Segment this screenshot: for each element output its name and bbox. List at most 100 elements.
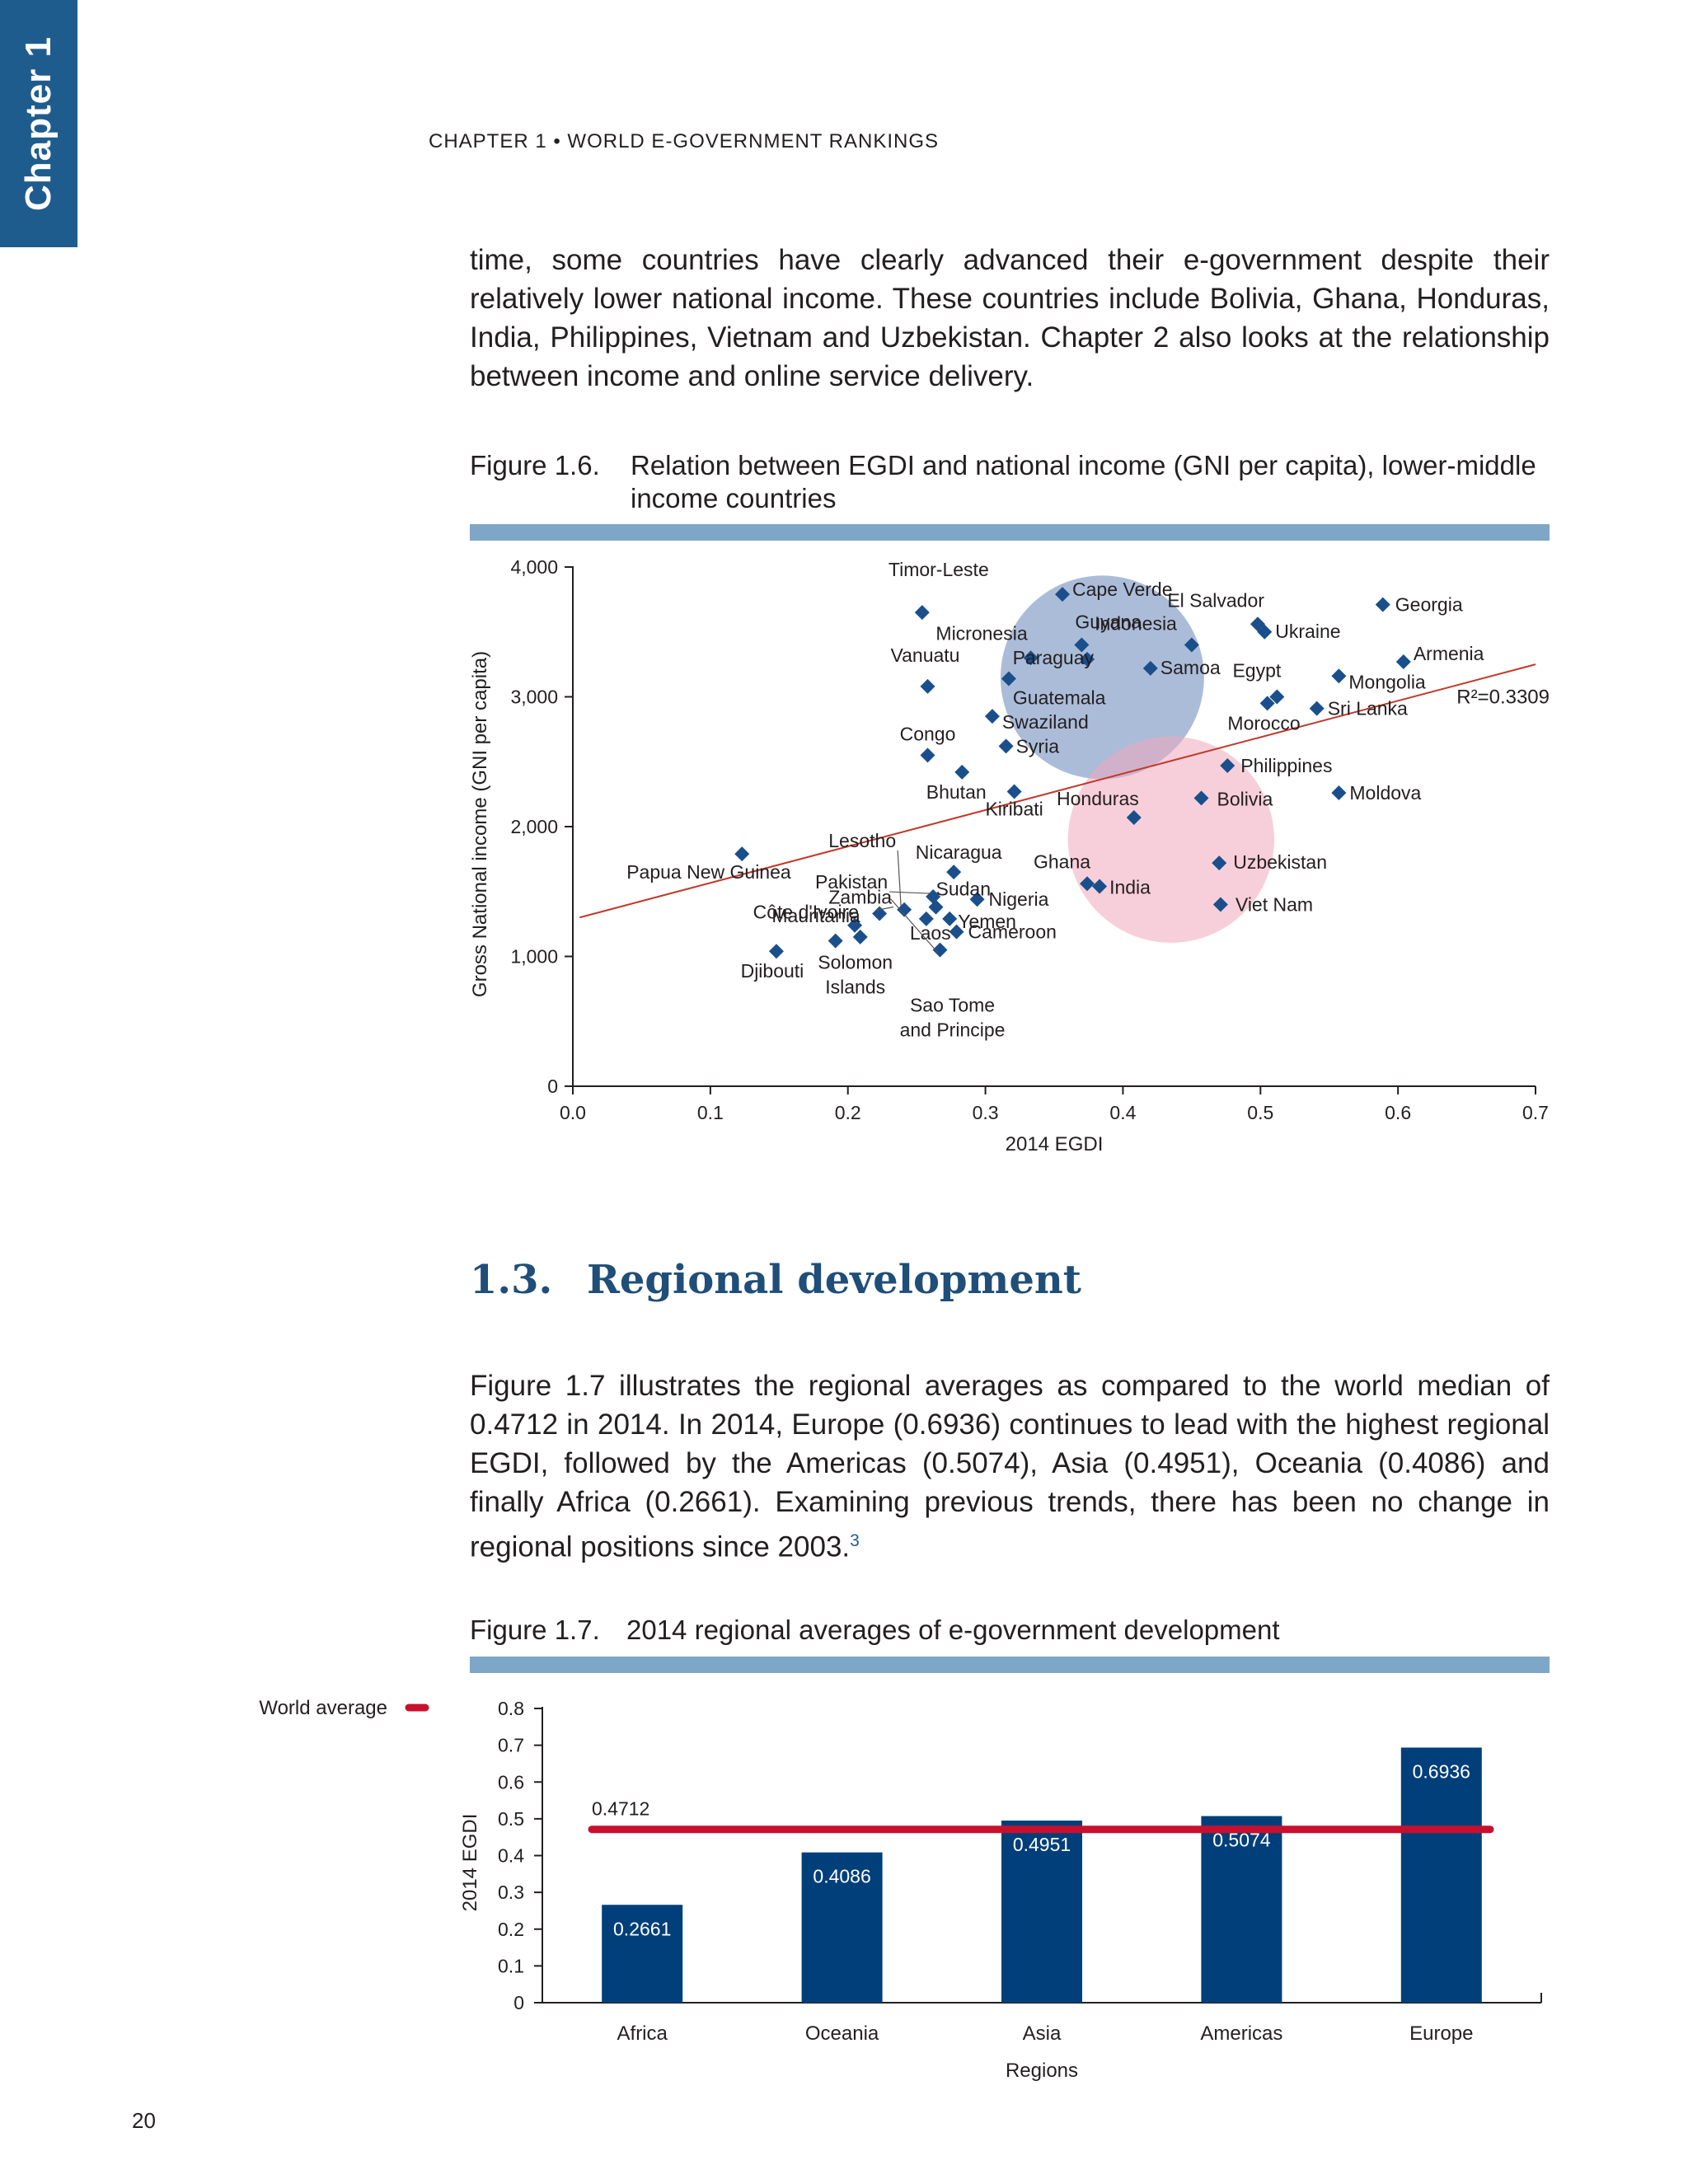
y-tick-label: 4,000 — [510, 556, 558, 578]
scatter-point — [1257, 624, 1273, 640]
point-label: El Salvador — [1167, 589, 1264, 611]
point-label: Bolivia — [1217, 788, 1273, 809]
point-label: Bhutan — [926, 781, 987, 803]
point-label: Congo — [900, 723, 956, 744]
point-label: Ghana — [1034, 851, 1090, 872]
point-label: Philippines — [1240, 755, 1332, 776]
point-label: Vanuatu — [890, 644, 959, 666]
bar-y-axis-title: 2014 EGDI — [459, 1814, 481, 1912]
scatter-point — [942, 911, 958, 926]
point-label: Zambia — [828, 887, 892, 908]
x-tick-label: 0.0 — [560, 1102, 586, 1123]
bar-category-label: Africa — [617, 2022, 668, 2045]
bar-y-tick-label: 0.5 — [498, 1808, 524, 1830]
scatter-point — [1080, 651, 1095, 667]
bar-category-label: Europe — [1409, 2022, 1473, 2045]
point-label: Djibouti — [741, 960, 804, 982]
scatter-point — [920, 678, 935, 694]
bar-europe — [1400, 1747, 1482, 2003]
point-label: Morocco — [1227, 712, 1300, 733]
y-tick-label: 1,000 — [510, 946, 558, 968]
scatter-point — [1331, 668, 1347, 684]
scatter-point — [920, 748, 935, 763]
scatter-point — [1006, 784, 1022, 799]
figure-1-6-caption: Figure 1.6. Relation between EGDI and nat… — [470, 449, 1537, 515]
world-average-value-label: 0.4712 — [592, 1798, 649, 1820]
scatter-point — [1142, 660, 1158, 676]
bar-category-label: Asia — [1023, 2022, 1062, 2045]
scatter-point — [1055, 587, 1071, 602]
scatter-point — [954, 764, 970, 780]
running-head: CHAPTER 1 • WORLD E-GOVERNMENT RANKINGS — [429, 130, 940, 152]
scatter-point — [872, 906, 888, 921]
x-tick-label: 0.1 — [697, 1102, 724, 1123]
x-tick-label: 0.4 — [1109, 1102, 1136, 1123]
point-label: Lesotho — [828, 830, 896, 851]
bar-y-tick-label: 0.8 — [498, 1698, 524, 1719]
point-label: Sao Tome and Principe — [900, 995, 1006, 1041]
bar-value-label: 0.5074 — [1212, 1830, 1271, 1851]
y-tick-label: 2,000 — [510, 816, 558, 837]
trendline — [579, 663, 1536, 919]
scatter-point — [932, 942, 948, 958]
point-label: Uzbekistan — [1233, 851, 1327, 873]
point-label: Sudan — [936, 879, 992, 900]
scatter-point — [1074, 637, 1090, 653]
scatter-point — [1375, 597, 1390, 612]
leader-line — [890, 898, 939, 954]
scatter-point — [1269, 689, 1285, 705]
scatter-point — [998, 738, 1014, 754]
scatter-point — [946, 865, 962, 880]
point-label: Solomon Islands — [818, 952, 893, 998]
point-label: India — [1109, 876, 1151, 898]
bar-y-tick-label: 0.6 — [498, 1771, 524, 1793]
figure-1-7-rule — [470, 1657, 1550, 1673]
point-label: Mongolia — [1348, 671, 1426, 692]
point-label: Ukraine — [1275, 621, 1340, 642]
bar-y-tick-label: 0.2 — [498, 1919, 524, 1940]
point-label: Indonesia — [1095, 613, 1177, 635]
bar-y-tick-label: 0.7 — [498, 1735, 524, 1756]
scatter-point — [1220, 757, 1236, 773]
scatter-point — [768, 944, 784, 959]
point-label: Mauritania — [771, 905, 860, 926]
figure-1-6-number: Figure 1.6. — [470, 450, 600, 480]
scatter-point — [1184, 637, 1199, 653]
footnote-ref[interactable]: 3 — [850, 1531, 860, 1550]
bar-africa — [602, 1905, 683, 2003]
intro-paragraph: time, some countries have clearly advanc… — [470, 244, 1550, 392]
point-label: Micronesia — [935, 622, 1027, 644]
point-label: Guatemala — [1013, 687, 1106, 708]
scatter-point — [984, 709, 1000, 724]
figure-1-7-title: 2014 regional averages of e-government d… — [626, 1615, 1280, 1645]
scatter-point — [914, 605, 930, 621]
point-label: Honduras — [1057, 788, 1139, 809]
scatter-axes — [565, 566, 1536, 1094]
scatter-point — [1212, 897, 1228, 912]
point-label: Swaziland — [1002, 711, 1089, 733]
point-label: Timor-Leste — [889, 559, 989, 580]
x-tick-label: 0.3 — [973, 1102, 999, 1123]
highlight-circle-pink — [1067, 736, 1274, 943]
page-number: 20 — [132, 2108, 156, 2133]
y-tick-label: 0 — [547, 1076, 558, 1097]
point-label: Egypt — [1232, 660, 1281, 682]
x-tick-label: 0.6 — [1385, 1102, 1411, 1123]
point-label: Laos — [910, 922, 951, 944]
y-tick-label: 3,000 — [510, 687, 558, 708]
bar-y-tick-label: 0.3 — [498, 1882, 524, 1903]
x-tick-label: 0.2 — [835, 1102, 861, 1123]
bar-value-label: 0.6936 — [1413, 1760, 1470, 1782]
bar-value-label: 0.4951 — [1013, 1834, 1071, 1855]
y-axis-title: Gross National income (GNI per capita) — [469, 651, 491, 997]
scatter-point — [1212, 855, 1227, 871]
scatter-point — [1309, 701, 1325, 716]
bar-y-tick-label: 0.1 — [498, 1955, 524, 1976]
scatter-point — [918, 911, 934, 926]
scatter-point — [928, 899, 944, 915]
bar-y-tick-label: 0.4 — [498, 1845, 524, 1867]
leader-line — [897, 850, 902, 907]
scatter-point — [1126, 809, 1142, 825]
scatter-point — [1193, 790, 1209, 806]
scatter-point — [847, 917, 863, 933]
